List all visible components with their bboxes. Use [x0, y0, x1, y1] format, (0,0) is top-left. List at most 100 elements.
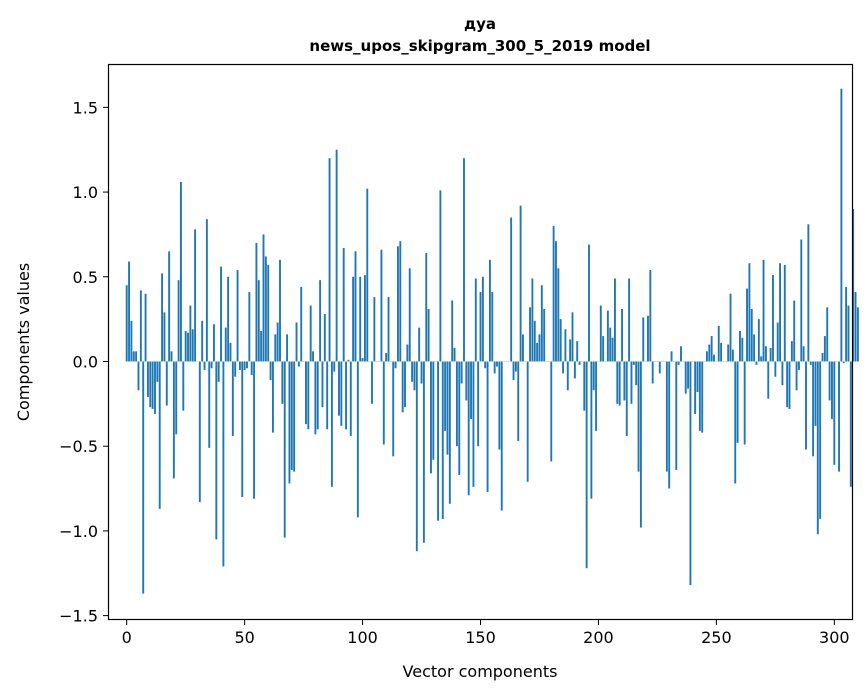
bar	[189, 305, 192, 362]
bar	[800, 239, 803, 362]
bar	[739, 330, 741, 362]
bar	[465, 361, 468, 401]
bar	[175, 361, 178, 435]
bar	[583, 361, 586, 411]
bar	[128, 261, 130, 362]
bar	[797, 361, 800, 370]
bar	[519, 205, 522, 362]
bar	[642, 317, 645, 362]
bar	[170, 351, 173, 362]
bar	[246, 361, 248, 369]
y-tick-label: 0.5	[73, 268, 98, 287]
y-axis-label: Components values	[14, 263, 33, 421]
bar	[437, 361, 439, 521]
bar	[182, 361, 185, 411]
bar	[276, 322, 279, 362]
bar	[411, 361, 414, 382]
bar	[130, 320, 133, 362]
bar	[696, 361, 699, 392]
bar	[139, 290, 142, 362]
bar	[172, 361, 175, 479]
bar	[533, 320, 536, 362]
bar	[262, 234, 265, 362]
x-tick-label: 250	[701, 628, 732, 647]
bar	[767, 361, 770, 399]
bar	[458, 361, 461, 475]
x-axis-ticks: 0 50 100 150 200 250 300	[122, 619, 850, 647]
bar	[481, 276, 484, 362]
bar	[849, 361, 852, 487]
bar	[267, 264, 270, 362]
bar	[307, 361, 310, 430]
bar	[408, 268, 411, 362]
bar	[743, 361, 746, 445]
bar	[290, 361, 293, 470]
bar	[793, 300, 796, 362]
bar	[602, 336, 605, 362]
bar	[312, 351, 314, 362]
bar	[790, 341, 793, 362]
bar	[371, 361, 373, 404]
bar	[293, 361, 296, 472]
bar	[708, 344, 711, 362]
bar	[491, 292, 494, 362]
bar	[177, 280, 180, 362]
bar	[838, 361, 840, 472]
bar	[203, 361, 206, 370]
bar	[363, 275, 366, 362]
bar	[333, 361, 336, 372]
bar	[257, 280, 260, 362]
bar	[592, 361, 595, 391]
bar	[201, 320, 204, 362]
bar	[781, 361, 784, 386]
bar	[132, 351, 135, 362]
bar	[741, 337, 744, 362]
bar	[486, 361, 489, 492]
bar	[161, 273, 164, 362]
bar	[576, 341, 579, 362]
bar	[670, 351, 673, 362]
bar	[439, 190, 442, 362]
bar	[573, 361, 576, 379]
bar	[665, 361, 668, 472]
bar	[448, 361, 451, 504]
y-tick-label: −1.0	[59, 522, 98, 541]
bar	[630, 361, 633, 404]
bar	[698, 361, 701, 431]
bar	[637, 361, 640, 472]
x-tick-label: 150	[465, 628, 496, 647]
bar	[158, 361, 161, 509]
bar	[420, 361, 423, 384]
bar	[484, 361, 487, 369]
bar	[427, 308, 430, 362]
bar	[194, 229, 197, 362]
bar	[493, 361, 496, 374]
bar	[137, 361, 140, 391]
bar	[498, 361, 501, 450]
bar	[736, 361, 739, 443]
bar	[687, 361, 690, 389]
bar	[340, 361, 343, 426]
bar	[564, 329, 567, 362]
bar	[526, 361, 529, 482]
bar	[295, 322, 298, 362]
bar	[165, 361, 168, 406]
bar	[385, 353, 388, 362]
bar	[727, 344, 730, 362]
bar	[279, 259, 281, 362]
bar	[720, 342, 723, 362]
bar	[531, 278, 534, 362]
bar	[286, 334, 289, 362]
bar	[621, 308, 623, 362]
bar	[805, 361, 807, 450]
bar	[757, 319, 760, 362]
bar	[618, 361, 621, 406]
bar	[349, 361, 352, 437]
bar	[444, 361, 447, 431]
bar	[776, 322, 779, 362]
bar	[326, 361, 329, 430]
bar	[446, 361, 449, 455]
bar	[611, 337, 614, 362]
bar	[585, 361, 588, 569]
bar	[599, 305, 602, 362]
